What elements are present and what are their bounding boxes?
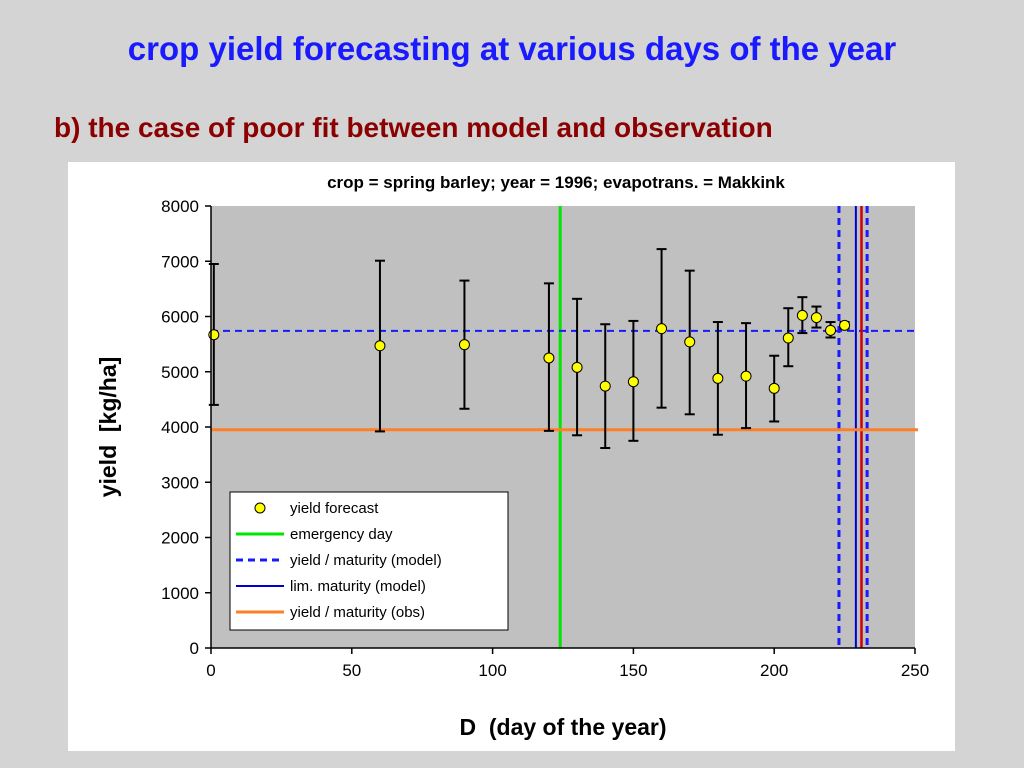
x-tick-label: 100: [478, 661, 506, 680]
legend-label: yield forecast: [290, 500, 379, 517]
yield-forecast-point: [768, 382, 780, 394]
chart-svg: crop = spring barley; year = 1996; evapo…: [95, 173, 929, 740]
yield-forecast-point: [656, 323, 668, 335]
yield-forecast-point: [740, 370, 752, 382]
y-axis-label: yield [kg/ha]: [95, 357, 121, 498]
y-tick-label: 6000: [161, 308, 199, 327]
legend-label: emergency day: [290, 526, 393, 543]
y-tick-label: 2000: [161, 529, 199, 548]
yield-forecast-point: [458, 339, 470, 351]
y-tick-label: 4000: [161, 418, 199, 437]
yield-forecast-point: [796, 309, 808, 321]
yield-forecast-point: [810, 312, 822, 324]
slide-title: crop yield forecasting at various days o…: [127, 30, 897, 67]
yield-forecast-point: [627, 376, 639, 388]
legend-label: lim. maturity (model): [290, 578, 426, 595]
yield-forecast-point: [712, 372, 724, 384]
y-tick-label: 1000: [161, 584, 199, 603]
yield-forecast-point: [374, 340, 386, 352]
y-tick-label: 3000: [161, 473, 199, 492]
legend: yield forecast emergency day yield / matur…: [229, 491, 509, 631]
y-tick-label: 0: [190, 639, 199, 658]
x-tick-label: 50: [342, 661, 361, 680]
x-tick-label: 250: [901, 661, 929, 680]
yield-forecast-point: [571, 361, 583, 373]
reference-lines: [211, 206, 918, 648]
yield-forecast-point: [825, 324, 837, 336]
x-tick-label: 150: [619, 661, 647, 680]
y-tick-label: 8000: [161, 197, 199, 216]
x-tick-label: 200: [760, 661, 788, 680]
yield-forecast-point: [839, 319, 851, 331]
yield-forecast-point: [599, 380, 611, 392]
legend-label: yield / maturity (obs): [290, 604, 425, 621]
chart-panel: crop = spring barley; year = 1996; evapo…: [68, 162, 955, 751]
legend-marker-yield-forecast: [254, 502, 266, 514]
y-tick-label: 5000: [161, 363, 199, 382]
x-tick-label: 0: [206, 661, 215, 680]
legend-label: yield / maturity (model): [290, 552, 442, 569]
slide-subtitle: b) the case of poor fit between model an…: [54, 112, 773, 143]
chart-title: crop = spring barley; year = 1996; evapo…: [327, 173, 785, 192]
axes: 0 1000 2000 3000 4000 5000 6000 7000 8000 0 50 100 1…: [161, 197, 929, 680]
x-axis-label: D (day of the year): [459, 714, 666, 740]
yield-forecast-point: [543, 352, 555, 364]
yield-forecast-point: [684, 336, 696, 348]
y-tick-label: 7000: [161, 252, 199, 271]
yield-forecast-point: [782, 332, 794, 344]
